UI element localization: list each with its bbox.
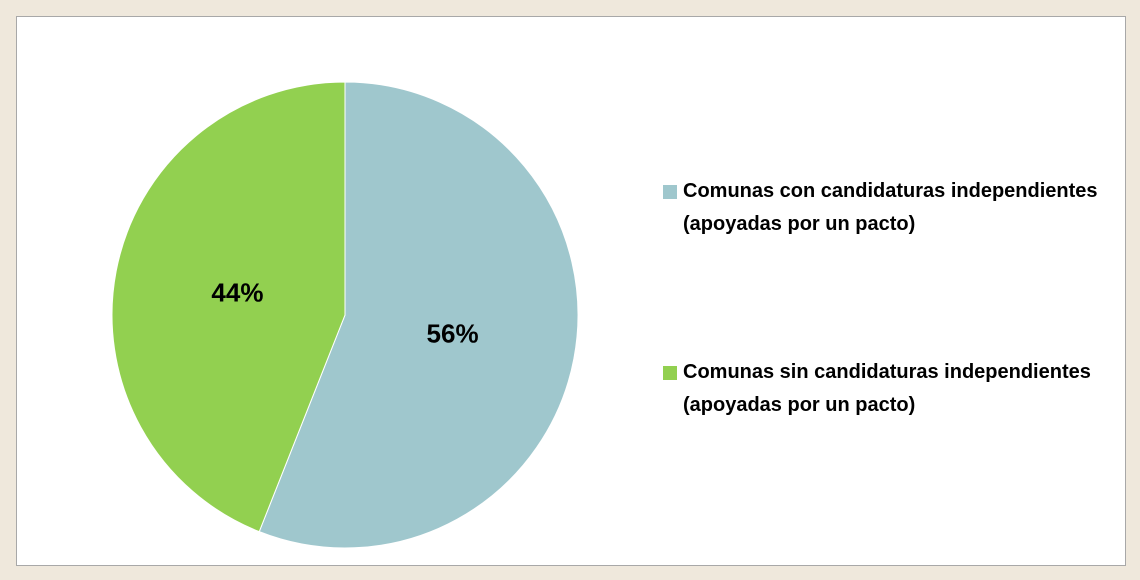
slice-label: 56%: [427, 318, 479, 348]
legend-label: Comunas con candidaturas independientes …: [683, 180, 1098, 235]
legend-label: Comunas sin candidaturas independientes …: [683, 361, 1091, 416]
pie-slice: [258, 81, 579, 549]
pie-slice: [111, 81, 346, 533]
legend-key: [663, 366, 677, 380]
slice-label: 44%: [211, 277, 263, 307]
legend-key: [663, 185, 677, 199]
